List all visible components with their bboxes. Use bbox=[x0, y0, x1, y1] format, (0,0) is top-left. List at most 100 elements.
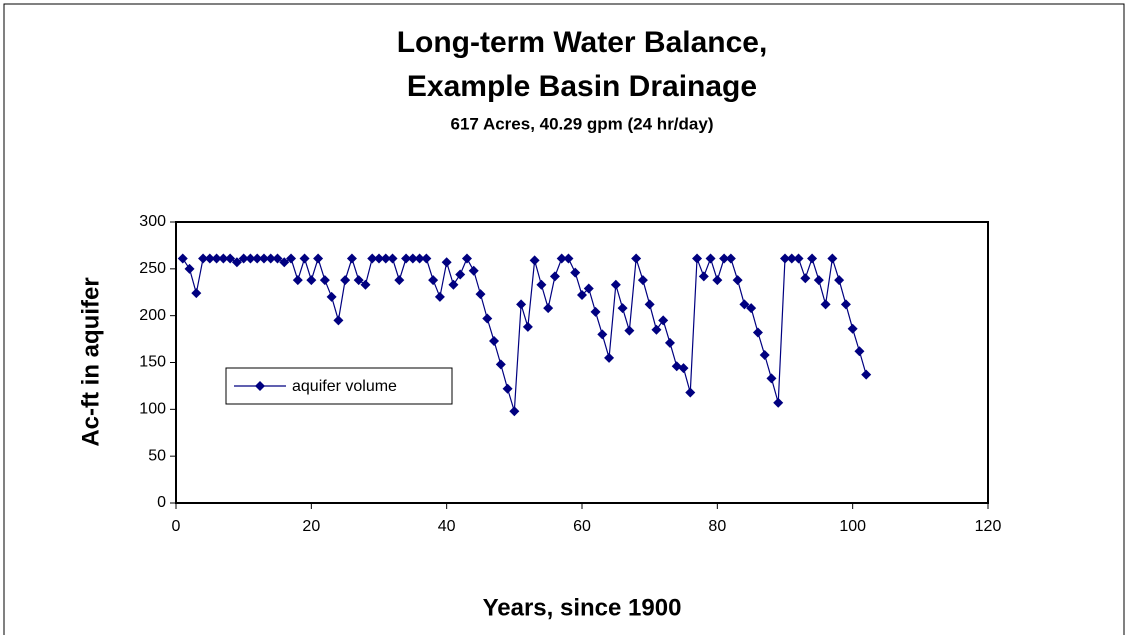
y-tick-label: 250 bbox=[139, 260, 166, 277]
data-point bbox=[813, 275, 824, 286]
y-tick-label: 50 bbox=[148, 447, 166, 464]
data-point bbox=[786, 253, 797, 264]
data-point bbox=[617, 303, 628, 314]
data-point bbox=[414, 253, 425, 264]
data-point bbox=[854, 346, 865, 357]
data-point bbox=[482, 313, 493, 324]
data-point bbox=[705, 253, 716, 264]
data-point bbox=[306, 275, 317, 286]
data-point bbox=[191, 288, 202, 299]
data-point bbox=[780, 253, 790, 264]
data-point bbox=[692, 253, 703, 264]
data-point bbox=[353, 275, 364, 286]
y-tick-label: 200 bbox=[139, 307, 166, 324]
data-point bbox=[861, 369, 872, 380]
data-point bbox=[698, 271, 709, 282]
data-point bbox=[549, 271, 560, 282]
data-point bbox=[367, 253, 378, 264]
data-point bbox=[725, 253, 736, 264]
x-tick-label: 80 bbox=[708, 518, 726, 535]
data-point bbox=[340, 275, 351, 286]
data-point bbox=[570, 267, 581, 278]
data-point bbox=[800, 273, 811, 284]
data-point bbox=[516, 299, 527, 310]
data-point bbox=[495, 359, 506, 370]
data-point bbox=[313, 253, 324, 264]
y-tick-label: 100 bbox=[139, 401, 166, 418]
x-tick-label: 120 bbox=[975, 518, 1002, 535]
data-point bbox=[225, 253, 236, 264]
y-axis-label: Ac-ft in aquifer bbox=[77, 277, 104, 446]
data-point bbox=[651, 324, 662, 335]
data-point bbox=[732, 275, 743, 286]
data-point bbox=[759, 350, 770, 361]
chart-title: Example Basin Drainage bbox=[407, 70, 757, 103]
data-point bbox=[407, 253, 418, 264]
data-point bbox=[536, 279, 547, 290]
data-point bbox=[644, 299, 655, 310]
data-point bbox=[637, 275, 648, 286]
data-point bbox=[177, 253, 188, 264]
legend-marker bbox=[255, 381, 265, 391]
data-point bbox=[299, 253, 310, 264]
data-point bbox=[847, 323, 858, 334]
data-point bbox=[184, 263, 195, 274]
y-tick-label: 0 bbox=[157, 494, 166, 511]
data-point bbox=[489, 335, 500, 346]
data-point bbox=[543, 303, 554, 314]
data-point bbox=[272, 253, 283, 264]
data-point bbox=[577, 290, 587, 301]
data-point bbox=[793, 253, 804, 264]
data-point bbox=[231, 257, 242, 268]
data-point bbox=[583, 283, 594, 294]
data-point bbox=[631, 253, 642, 264]
data-point bbox=[380, 253, 391, 264]
data-point bbox=[746, 303, 757, 314]
plot-area bbox=[175, 221, 989, 504]
data-point bbox=[604, 352, 615, 363]
data-point bbox=[840, 299, 851, 310]
data-point bbox=[685, 387, 696, 398]
data-point bbox=[448, 279, 459, 290]
data-point bbox=[333, 315, 344, 326]
data-point bbox=[719, 253, 730, 264]
data-point bbox=[739, 299, 750, 310]
data-point bbox=[258, 253, 269, 264]
data-point bbox=[218, 253, 229, 264]
data-point bbox=[556, 253, 567, 264]
data-point bbox=[522, 321, 533, 332]
data-point bbox=[834, 275, 845, 286]
x-tick-label: 20 bbox=[302, 518, 320, 535]
data-point bbox=[678, 363, 689, 374]
x-tick-label: 40 bbox=[438, 518, 456, 535]
data-point bbox=[204, 253, 215, 264]
data-point bbox=[394, 275, 405, 286]
data-point bbox=[502, 383, 513, 394]
data-point bbox=[441, 257, 452, 268]
data-point bbox=[374, 253, 384, 264]
data-point bbox=[245, 253, 256, 264]
chart-subtitle: 617 Acres, 40.29 gpm (24 hr/day) bbox=[450, 114, 713, 133]
data-point bbox=[265, 253, 276, 264]
y-tick-label: 150 bbox=[139, 354, 166, 371]
data-point bbox=[421, 253, 432, 264]
chart-title: Long-term Water Balance, bbox=[397, 26, 768, 59]
x-tick-label: 60 bbox=[573, 518, 591, 535]
data-point bbox=[468, 265, 479, 276]
data-point bbox=[475, 289, 486, 300]
data-point bbox=[252, 253, 263, 264]
data-point bbox=[712, 275, 723, 286]
data-point bbox=[387, 253, 398, 264]
data-point bbox=[529, 255, 540, 266]
data-point bbox=[279, 257, 290, 268]
y-tick-label: 300 bbox=[139, 213, 166, 230]
data-point bbox=[428, 275, 439, 286]
data-point bbox=[658, 315, 669, 326]
data-point bbox=[401, 253, 412, 264]
data-point bbox=[238, 253, 249, 264]
data-point bbox=[827, 253, 838, 264]
data-point bbox=[360, 279, 371, 290]
data-point bbox=[455, 269, 466, 280]
data-point bbox=[326, 291, 337, 302]
